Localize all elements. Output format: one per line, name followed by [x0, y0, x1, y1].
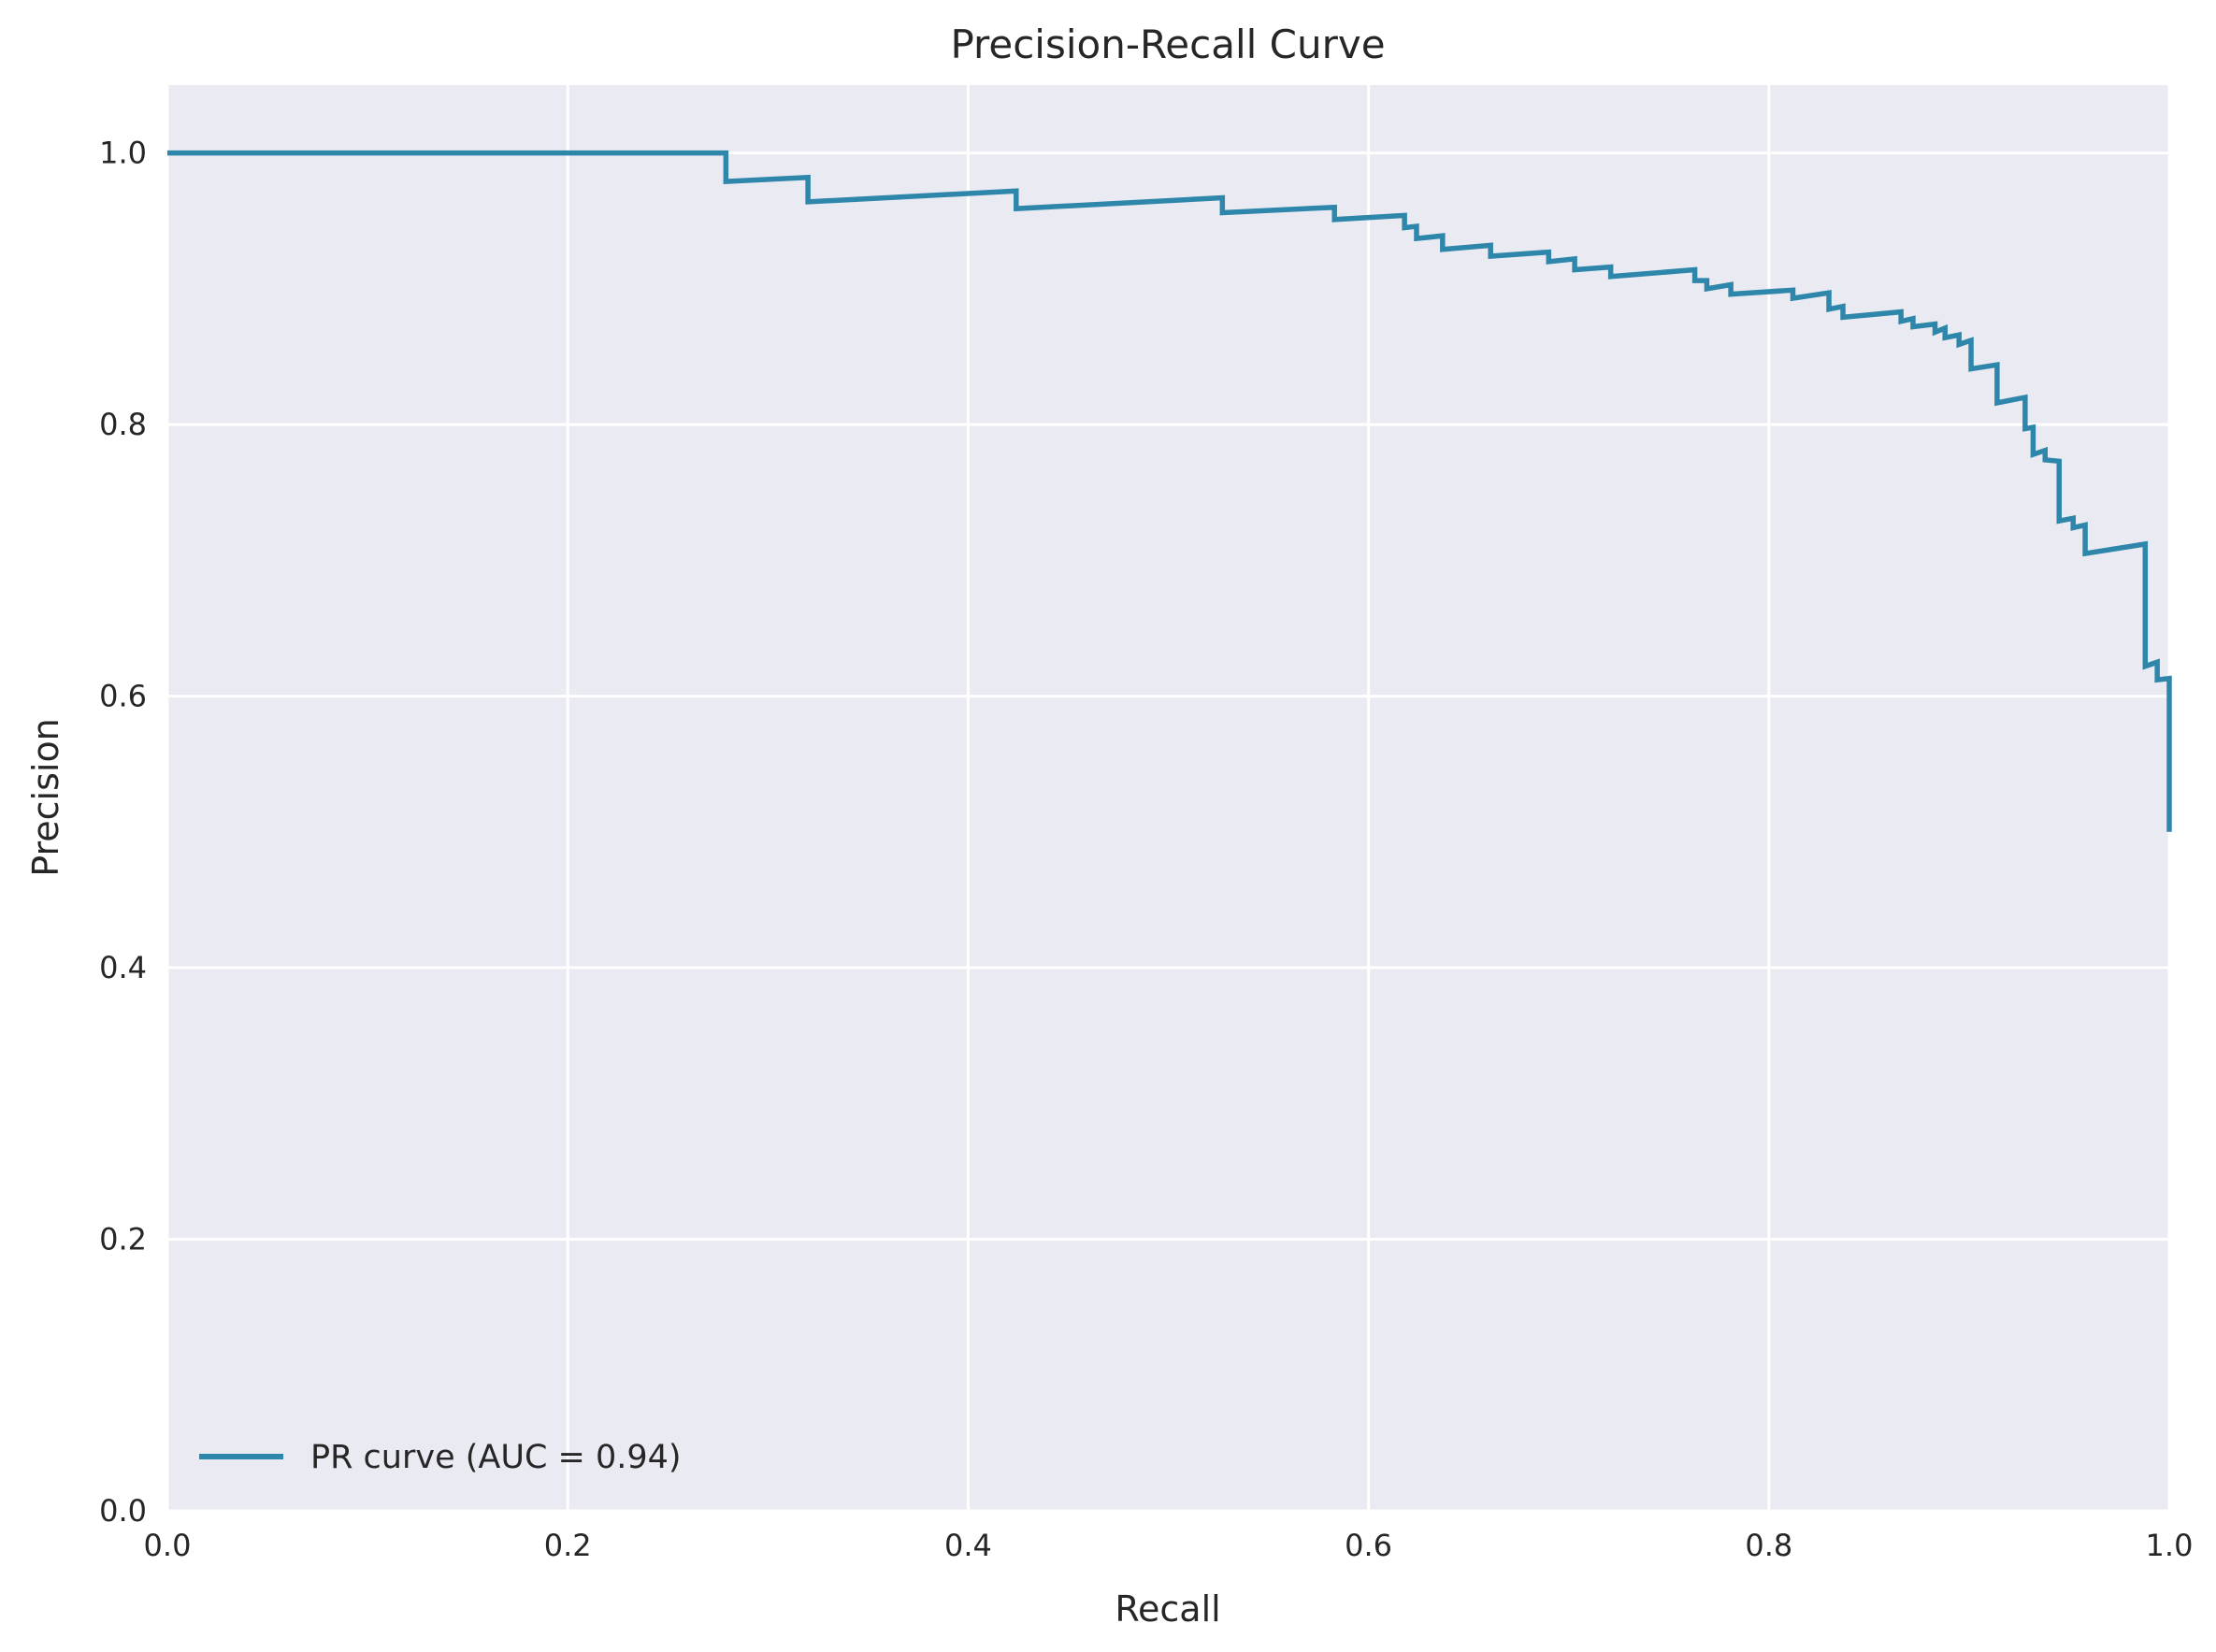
legend: PR curve (AUC = 0.94) [199, 1439, 682, 1476]
y-tick-label: 0.8 [99, 407, 147, 442]
legend-label: PR curve (AUC = 0.94) [310, 1439, 682, 1476]
y-tick-label: 0.2 [99, 1222, 147, 1257]
y-tick-label: 0.6 [99, 679, 147, 714]
y-tick-label: 0.0 [99, 1493, 147, 1529]
y-tick-label: 1.0 [99, 136, 147, 171]
x-tick-label: 0.0 [144, 1528, 192, 1563]
y-tick-label: 0.4 [99, 950, 147, 985]
chart-title: Precision-Recall Curve [950, 22, 1385, 67]
x-tick-label: 0.4 [944, 1528, 992, 1563]
x-tick-label: 1.0 [2146, 1528, 2194, 1563]
x-tick-label: 0.6 [1345, 1528, 1392, 1563]
x-tick-label: 0.8 [1745, 1528, 1792, 1563]
x-tick-label: 0.2 [544, 1528, 592, 1563]
tick-labels: 0.0 0.2 0.4 0.6 0.8 1.0 0.0 0.2 0.4 0.6 0.8 1.0 [99, 136, 2193, 1563]
pr-curve-line [167, 150, 2172, 832]
series-layer [167, 150, 2172, 832]
x-axis-label: Recall [1115, 1588, 1220, 1630]
y-axis-label: Precision [25, 718, 66, 877]
plot-background [167, 85, 2169, 1511]
